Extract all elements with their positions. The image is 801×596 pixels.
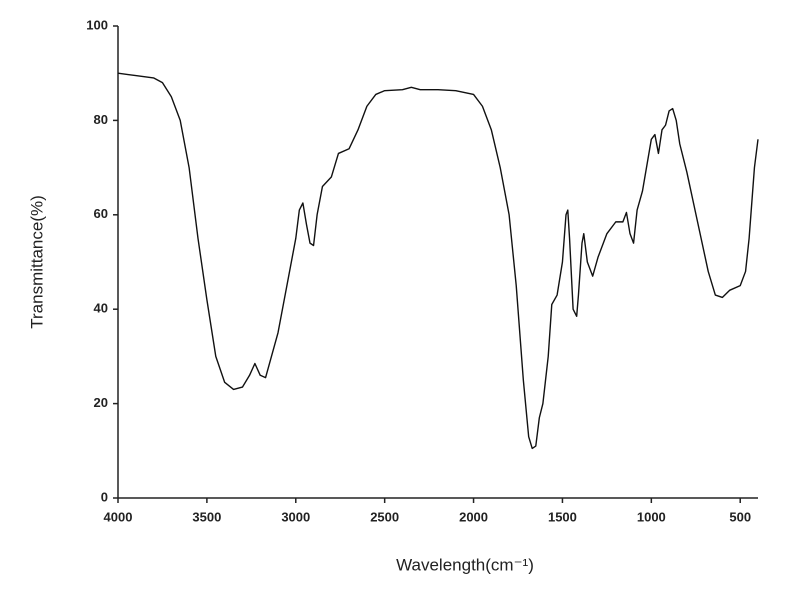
- x-tick-label: 500: [729, 509, 751, 524]
- y-tick-label: 80: [94, 112, 108, 127]
- x-tick-label: 3500: [192, 509, 221, 524]
- y-tick-label: 60: [94, 206, 108, 221]
- y-tick-label: 100: [86, 17, 108, 32]
- y-tick-label: 40: [94, 301, 108, 316]
- x-tick-label: 3000: [281, 509, 310, 524]
- spectrum-line: [117, 72, 759, 450]
- x-tick-label: 4000: [104, 509, 133, 524]
- x-axis-title: Wavelength(cm⁻¹): [396, 555, 534, 574]
- x-tick-label: 2500: [370, 509, 399, 524]
- y-tick-label: 0: [101, 489, 108, 504]
- x-tick-label: 1000: [637, 509, 666, 524]
- y-axis-title: Transmittance(%): [27, 195, 46, 329]
- y-tick-label: 20: [94, 395, 108, 410]
- x-tick-label: 2000: [459, 509, 488, 524]
- x-tick-label: 1500: [548, 509, 577, 524]
